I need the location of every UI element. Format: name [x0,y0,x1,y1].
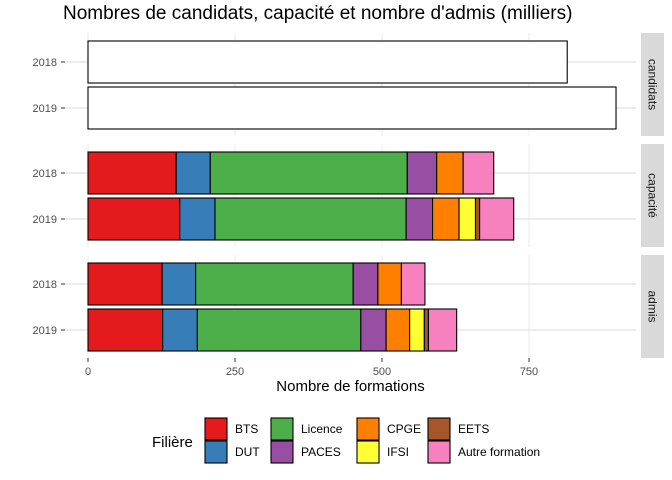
bar-segment-capacité-2019-ifsi [458,197,477,241]
bar-segment-admis-2018-licence [195,262,354,306]
legend-key [270,417,294,441]
bar-segment-capacité-2019-dut [179,197,216,241]
y-tick-label: 2019 [33,214,57,226]
legend-item-ifsi: IFSI [356,440,409,464]
legend-item-autre-formation: Autre formation [427,440,540,464]
bar-segment-admis-2018-dut [161,262,197,306]
bar-segment-admis-2018-autre-formation [400,262,426,306]
facet-strip [641,33,664,136]
facet-panel-admis: 2018 2019 admis [33,255,664,358]
chart-title: Nombres de candidats, capacité et nombre… [63,3,573,24]
bar-segment-candidats-2019-total [87,86,617,130]
legend-key [356,417,380,441]
legend-key [270,440,294,464]
legend-label: CPGE [387,422,421,436]
bar-segment-capacité-2018-bts [87,151,177,195]
bar-segment-capacité-2018-autre-formation [462,151,495,195]
bar-segment-admis-2019-paces [360,308,387,352]
legend-key [204,417,228,441]
bar-segment-admis-2019-dut [162,308,198,352]
bar-segment-capacité-2019-paces [405,197,434,241]
bar-segment-capacité-2018-paces [406,151,438,195]
y-tick-label: 2018 [33,168,57,180]
legend: Filière BTS DUT Licence PACES CPGE IFSI EETS Aut… [152,417,540,464]
legend-label: Licence [301,422,343,436]
facet-strip-label: capacité [646,173,660,218]
facet-strip-label: admis [646,290,660,322]
bar-segment-capacité-2019-cpge [432,197,460,241]
bar-segment-admis-2019-ifsi [409,308,425,352]
bar-segment-candidats-2018-total [87,40,568,84]
bar-segment-capacité-2018-licence [209,151,408,195]
bar-segment-admis-2019-eets [423,308,430,352]
legend-item-eets: EETS [427,417,489,441]
x-axis-title: Nombre de formations [276,378,424,395]
bar-segment-capacité-2018-dut [175,151,211,195]
legend-title: Filière [152,434,193,451]
x-tick-label: 750 [520,366,538,378]
facet-strip [641,144,664,247]
y-tick-label: 2019 [33,325,57,337]
legend-key [427,440,451,464]
facet-strip-label: candidats [646,59,660,110]
legend-key [427,417,451,441]
x-tick-label: 500 [373,366,391,378]
legend-label: Autre formation [458,445,540,459]
legend-label: BTS [235,422,258,436]
bar-segment-admis-2019-autre-formation [427,308,458,352]
bar-segment-capacité-2019-eets [474,197,481,241]
facet-panel-candidats: 2018 2019 candidats [33,33,664,136]
legend-label: EETS [458,422,489,436]
legend-label: IFSI [387,445,409,459]
legend-item-licence: Licence [270,417,343,441]
y-tick-label: 2018 [33,57,57,69]
legend-key [204,440,228,464]
bar-segment-capacité-2019-autre-formation [479,197,515,241]
bar-segment-admis-2019-bts [87,308,164,352]
bar-segment-admis-2018-cpge [377,262,402,306]
x-tick-label: 250 [226,366,244,378]
legend-label: DUT [235,445,260,459]
legend-item-dut: DUT [204,440,260,464]
legend-label: PACES [301,445,341,459]
x-tick-label: 0 [85,366,91,378]
bar-segment-capacité-2019-licence [214,197,407,241]
y-tick-label: 2018 [33,279,57,291]
legend-item-cpge: CPGE [356,417,421,441]
bar-segment-admis-2018-bts [87,262,163,306]
bar-segment-admis-2019-licence [196,308,362,352]
facet-panel-capacité: 2018 2019 capacité [33,144,664,247]
y-tick-label: 2019 [33,103,57,115]
bar-segment-capacité-2018-cpge [436,151,464,195]
legend-item-bts: BTS [204,417,258,441]
legend-key [356,440,380,464]
facet-strip [641,255,664,358]
legend-item-paces: PACES [270,440,341,464]
bar-segment-admis-2018-paces [352,262,379,306]
bar-segment-admis-2019-cpge [385,308,411,352]
bar-segment-capacité-2019-bts [87,197,181,241]
